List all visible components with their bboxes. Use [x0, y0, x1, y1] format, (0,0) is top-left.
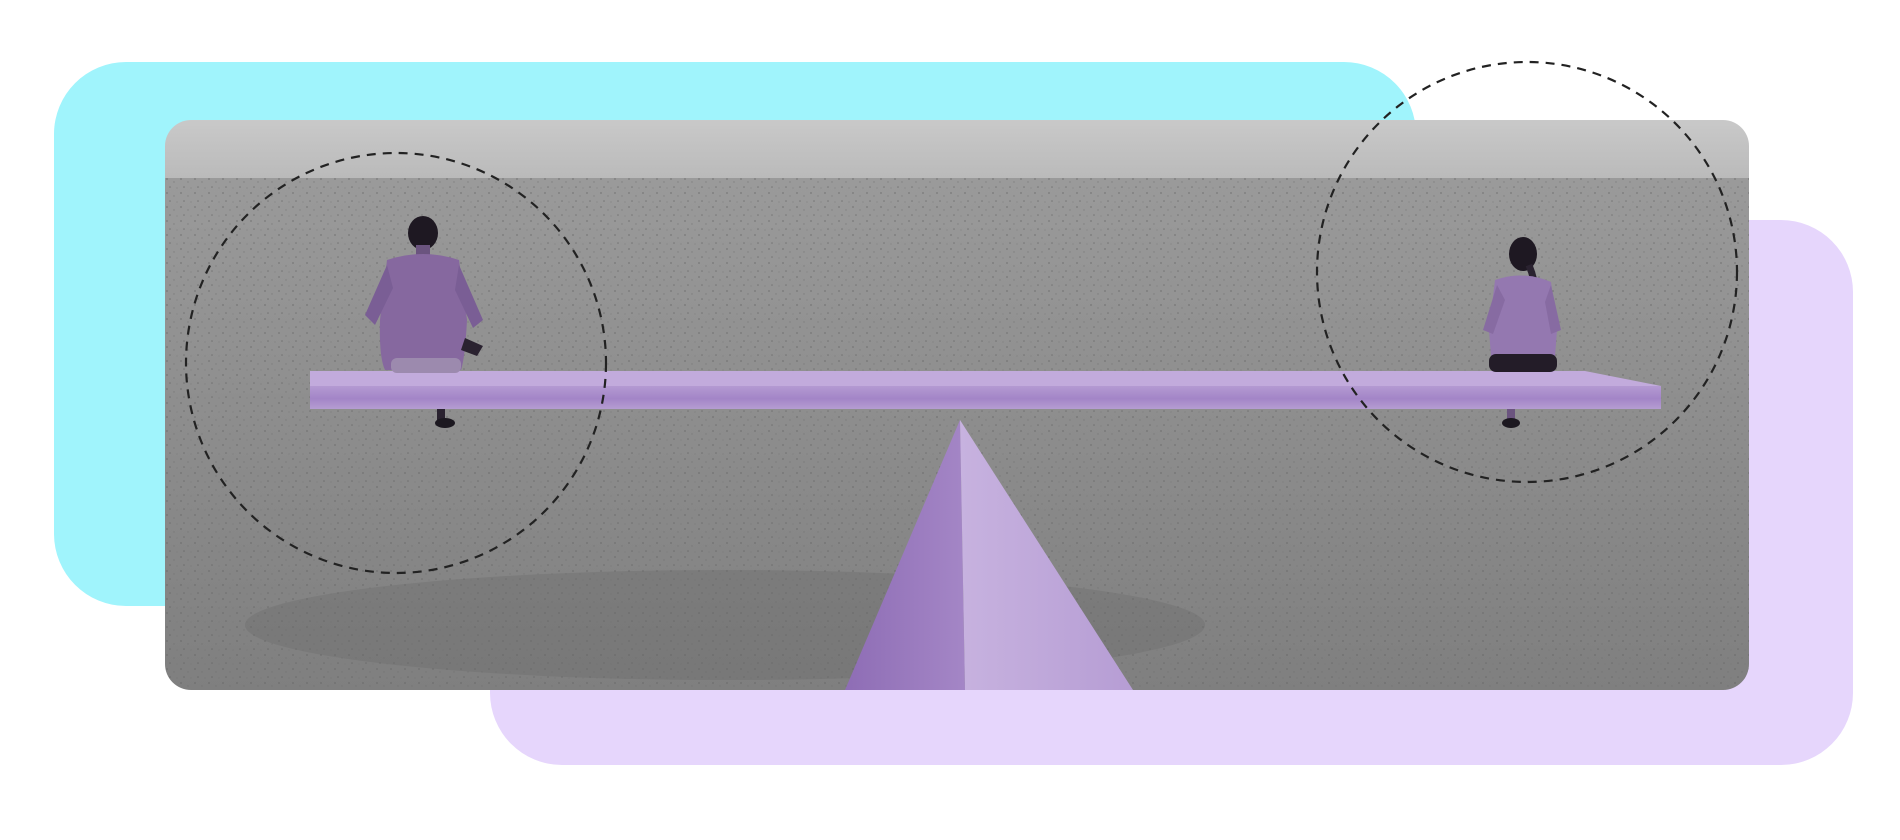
fulcrum-left-face	[845, 420, 965, 690]
sky-haze	[165, 120, 1749, 186]
seesaw-scene	[165, 120, 1749, 690]
seesaw-photo	[165, 120, 1749, 690]
fulcrum-right-face	[960, 420, 1133, 690]
plank-top	[310, 371, 1661, 386]
plank-front	[310, 386, 1661, 409]
